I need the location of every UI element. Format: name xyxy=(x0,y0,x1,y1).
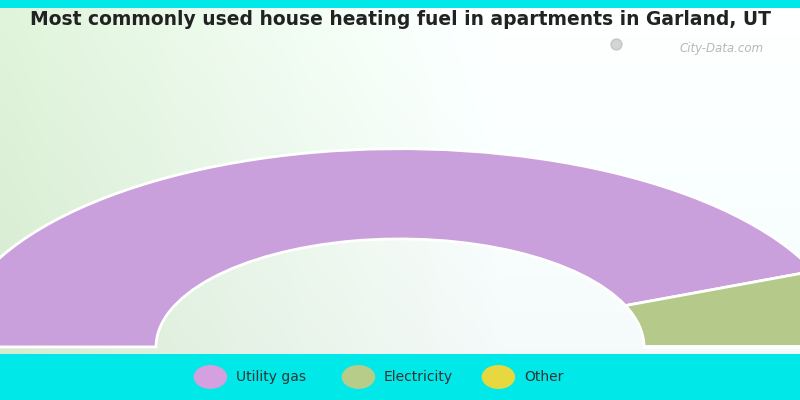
Text: Most commonly used house heating fuel in apartments in Garland, UT: Most commonly used house heating fuel in… xyxy=(30,10,770,29)
Wedge shape xyxy=(0,149,800,347)
Text: Utility gas: Utility gas xyxy=(236,370,306,384)
Ellipse shape xyxy=(342,365,375,389)
Bar xyxy=(0,0,800,8)
Ellipse shape xyxy=(482,365,515,389)
Text: Other: Other xyxy=(524,370,563,384)
Text: City-Data.com: City-Data.com xyxy=(680,42,764,56)
Wedge shape xyxy=(626,271,800,347)
Text: Electricity: Electricity xyxy=(384,370,453,384)
Ellipse shape xyxy=(194,365,227,389)
